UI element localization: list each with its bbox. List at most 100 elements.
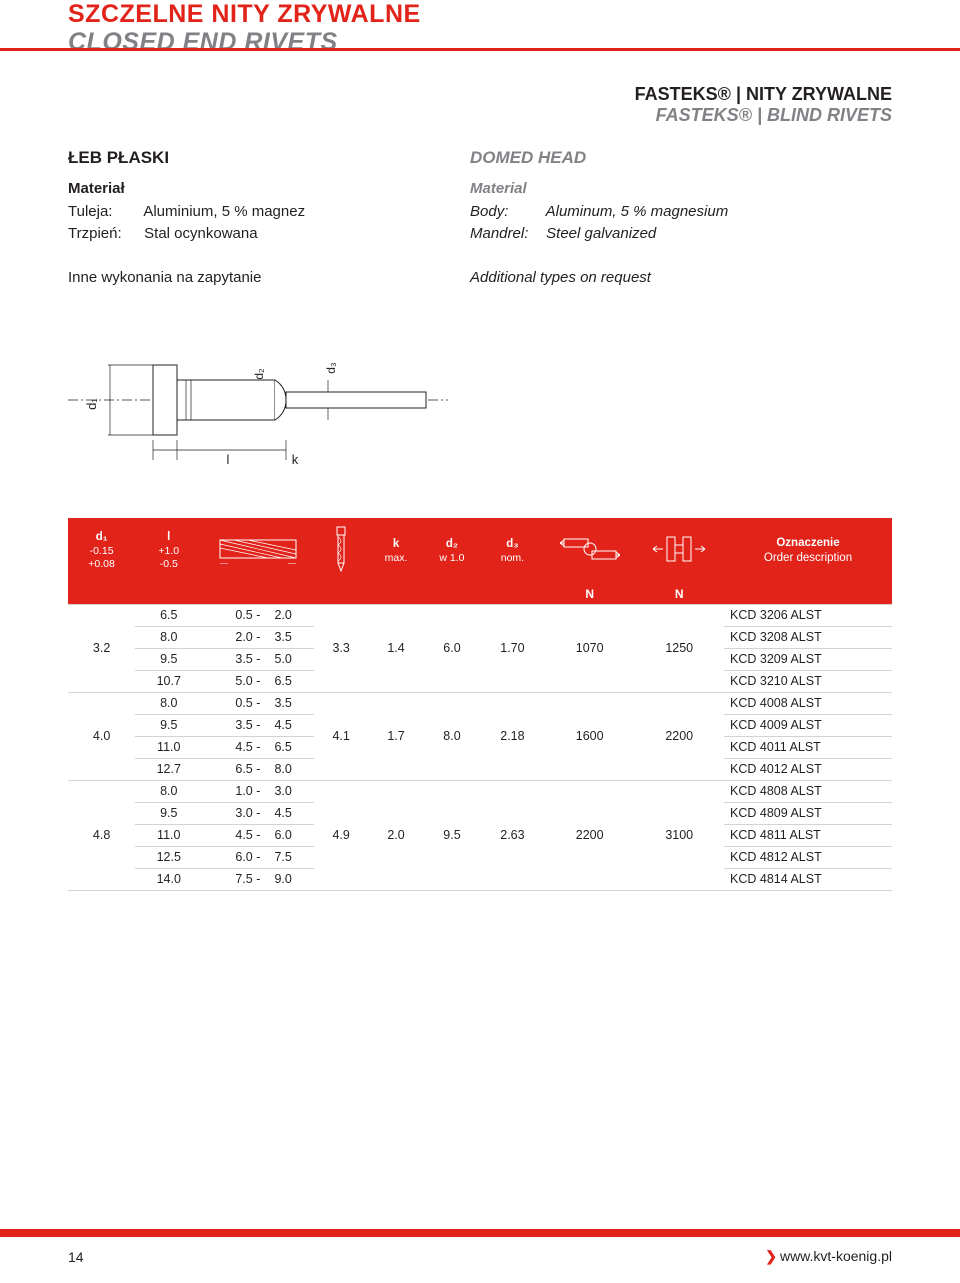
cell-tensile: 2200: [634, 692, 724, 780]
cell-l: 12.5: [135, 846, 202, 868]
cell-grip: 3.0 - 4.5: [202, 802, 314, 824]
cell-d1: 3.2: [68, 604, 135, 692]
table-body: 3.26.50.5 - 2.03.31.46.01.7010701250KCD …: [68, 604, 892, 890]
hdr-N-shear: N: [545, 584, 635, 604]
cell-grip: 0.5 - 2.0: [202, 604, 314, 626]
play-icon: ❯: [765, 1248, 777, 1264]
cell-grip: 1.0 - 3.0: [202, 780, 314, 802]
left-heading: ŁEB PŁASKI: [68, 148, 468, 168]
cell-l: 9.5: [135, 802, 202, 824]
dim-k: k: [292, 452, 299, 467]
cell-d3: 1.70: [480, 604, 545, 692]
cell-d1: 4.0: [68, 692, 135, 780]
cell-l: 11.0: [135, 824, 202, 846]
cell-d1: 4.8: [68, 780, 135, 890]
cell-order: KCD 4012 ALST: [724, 758, 892, 780]
dim-l: l: [227, 452, 230, 467]
cell-order: KCD 4812 ALST: [724, 846, 892, 868]
left-mandrel-lbl: Trzpień:: [68, 223, 140, 245]
cell-shear: 1600: [545, 692, 635, 780]
right-mandrel-row: Mandrel: Steel galvanized: [470, 223, 870, 245]
data-table-wrap: d₁ -0.15 +0.08 l +1.0 -0.5: [68, 518, 892, 891]
cell-l: 14.0: [135, 868, 202, 890]
dim-d2: d₂: [252, 368, 266, 380]
cell-l: 8.0: [135, 626, 202, 648]
right-body-lbl: Body:: [470, 201, 542, 223]
cell-order: KCD 3208 ALST: [724, 626, 892, 648]
cell-grip: 3.5 - 5.0: [202, 648, 314, 670]
left-mandrel-row: Trzpień: Stal ocynkowana: [68, 223, 468, 245]
cell-order: KCD 4808 ALST: [724, 780, 892, 802]
right-note: Additional types on request: [470, 269, 870, 286]
cell-drill: 3.3: [314, 604, 368, 692]
footer-url: ❯www.kvt-koenig.pl: [765, 1248, 892, 1265]
cell-d3: 2.18: [480, 692, 545, 780]
dim-d1: d₁: [84, 398, 99, 410]
left-body-val: Aluminium, 5 % magnez: [143, 203, 305, 220]
cell-order: KCD 4008 ALST: [724, 692, 892, 714]
right-material-label: Material: [470, 180, 870, 197]
hdr-N-tensile: N: [634, 584, 724, 604]
brand-line-1: FASTEKS® | NITY ZRYWALNE: [635, 84, 892, 105]
hdr-d3: d₃ nom.: [480, 518, 545, 584]
cell-order: KCD 4011 ALST: [724, 736, 892, 758]
table-row: 3.26.50.5 - 2.03.31.46.01.7010701250KCD …: [68, 604, 892, 626]
right-mandrel-val: Steel galvanized: [546, 225, 656, 242]
cell-l: 8.0: [135, 780, 202, 802]
brand-line-2: FASTEKS® | BLIND RIVETS: [635, 105, 892, 126]
cell-l: 12.7: [135, 758, 202, 780]
left-body-row: Tuleja: Aluminium, 5 % magnez: [68, 201, 468, 223]
left-mandrel-val: Stal ocynkowana: [144, 225, 257, 242]
cell-grip: 7.5 - 9.0: [202, 868, 314, 890]
dim-d3: d₃: [324, 362, 338, 374]
cell-l: 8.0: [135, 692, 202, 714]
cell-grip: 6.5 - 8.0: [202, 758, 314, 780]
cell-d2: 8.0: [424, 692, 480, 780]
right-heading: DOMED HEAD: [470, 148, 870, 168]
right-body-val: Aluminum, 5 % magnesium: [546, 203, 729, 220]
cell-order: KCD 3209 ALST: [724, 648, 892, 670]
rivet-diagram: l k d₁ d₂ d₃: [68, 330, 448, 470]
cell-grip: 3.5 - 4.5: [202, 714, 314, 736]
right-body-row: Body: Aluminum, 5 % magnesium: [470, 201, 870, 223]
hdr-k: k max.: [368, 518, 424, 584]
cell-order: KCD 3206 ALST: [724, 604, 892, 626]
hdr-d1: d₁ -0.15 +0.08: [68, 518, 135, 584]
hdr-grip-icon: [202, 518, 314, 584]
hdr-d2: d₂ w 1.0: [424, 518, 480, 584]
hdr-l: l +1.0 -0.5: [135, 518, 202, 584]
table-row: 4.88.01.0 - 3.04.92.09.52.6322003100KCD …: [68, 780, 892, 802]
right-mandrel-lbl: Mandrel:: [470, 223, 542, 245]
hdr-drill-icon: [314, 518, 368, 584]
cell-shear: 1070: [545, 604, 635, 692]
cell-drill: 4.9: [314, 780, 368, 890]
cell-drill: 4.1: [314, 692, 368, 780]
cell-tensile: 3100: [634, 780, 724, 890]
cell-grip: 4.5 - 6.5: [202, 736, 314, 758]
page-title-main: SZCZELNE NITY ZRYWALNE: [68, 0, 421, 29]
cell-d3: 2.63: [480, 780, 545, 890]
left-body-lbl: Tuleja:: [68, 201, 140, 223]
cell-l: 10.7: [135, 670, 202, 692]
hdr-order: Oznaczenie Order description: [724, 518, 892, 584]
data-table: d₁ -0.15 +0.08 l +1.0 -0.5: [68, 518, 892, 891]
cell-l: 9.5: [135, 648, 202, 670]
cell-k: 1.4: [368, 604, 424, 692]
right-column: DOMED HEAD Material Body: Aluminum, 5 % …: [470, 148, 870, 286]
cell-d2: 9.5: [424, 780, 480, 890]
footer-rule: [0, 1229, 960, 1237]
page-title-sub: CLOSED END RIVETS: [68, 28, 338, 57]
cell-k: 2.0: [368, 780, 424, 890]
left-material-label: Materiał: [68, 180, 468, 197]
cell-grip: 6.0 - 7.5: [202, 846, 314, 868]
cell-shear: 2200: [545, 780, 635, 890]
left-note: Inne wykonania na zapytanie: [68, 269, 468, 286]
cell-order: KCD 3210 ALST: [724, 670, 892, 692]
cell-k: 1.7: [368, 692, 424, 780]
hdr-shear-icon: [545, 518, 635, 584]
left-column: ŁEB PŁASKI Materiał Tuleja: Aluminium, 5…: [68, 148, 468, 286]
header-right-block: FASTEKS® | NITY ZRYWALNE FASTEKS® | BLIN…: [635, 84, 892, 126]
cell-grip: 5.0 - 6.5: [202, 670, 314, 692]
cell-l: 6.5: [135, 604, 202, 626]
cell-order: KCD 4811 ALST: [724, 824, 892, 846]
